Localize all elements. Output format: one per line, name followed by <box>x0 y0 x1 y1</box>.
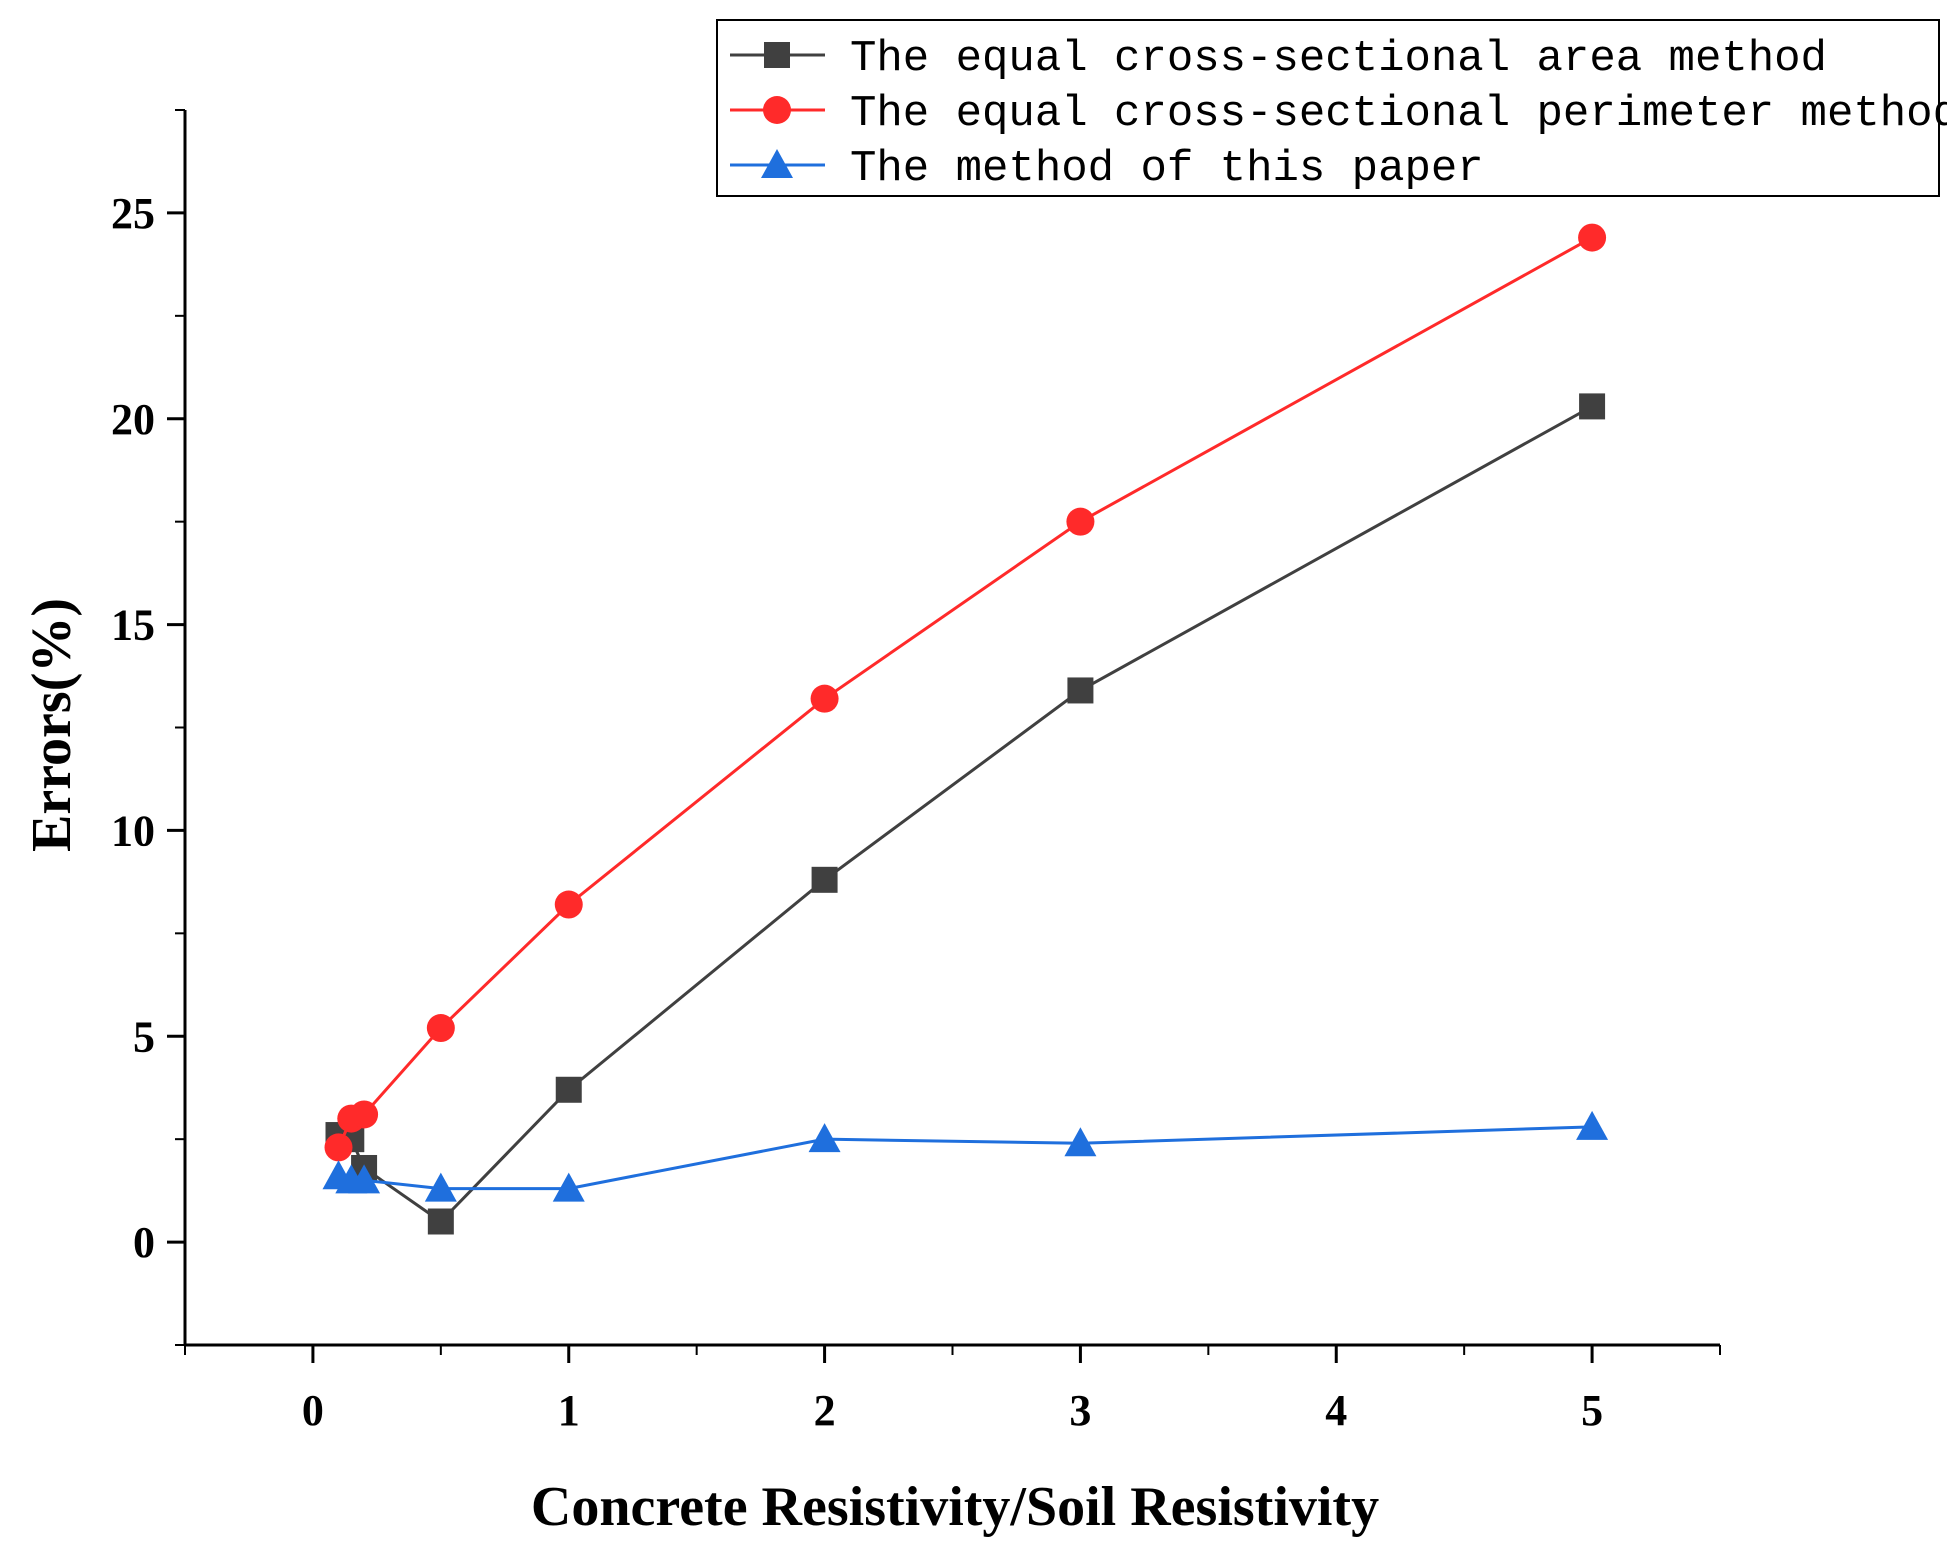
data-point <box>552 1172 585 1202</box>
data-point <box>1578 223 1607 252</box>
data-point <box>424 1172 457 1202</box>
y-tick-label: 25 <box>111 189 155 238</box>
x-axis-title: Concrete Resistivity/Soil Resistivity <box>531 1476 1379 1538</box>
data-point <box>1579 393 1606 420</box>
series-line <box>338 1125 1593 1191</box>
data-point <box>427 1208 454 1235</box>
data-point <box>1067 677 1094 704</box>
x-tick-label: 3 <box>1069 1386 1091 1435</box>
series-line <box>337 236 1593 1149</box>
y-axis-title: Errors(%) <box>21 598 83 852</box>
data-point <box>324 1133 353 1162</box>
data-point <box>555 1076 582 1103</box>
data-point <box>426 1014 455 1043</box>
data-point <box>348 1164 381 1194</box>
data-point <box>554 890 583 919</box>
y-tick-label: 20 <box>111 395 155 444</box>
legend-marker <box>763 96 791 124</box>
y-tick-label: 0 <box>133 1218 155 1267</box>
x-tick-label: 2 <box>814 1386 836 1435</box>
series-triangle <box>322 1110 1609 1202</box>
x-tick-label: 0 <box>302 1386 324 1435</box>
y-tick-label: 5 <box>133 1012 155 1061</box>
series-line <box>338 405 1593 1224</box>
legend-label: The equal cross-sectional perimeter meth… <box>850 89 1947 139</box>
data-point <box>1066 507 1095 536</box>
series-layer <box>322 223 1609 1235</box>
y-tick-label: 10 <box>111 806 155 855</box>
series-circle <box>324 223 1607 1162</box>
data-point <box>811 866 838 893</box>
legend-label: The method of this paper <box>850 144 1484 194</box>
x-tick-label: 4 <box>1325 1386 1347 1435</box>
data-point <box>1064 1127 1097 1157</box>
legend-marker <box>761 149 793 178</box>
data-point <box>810 684 839 713</box>
data-point <box>808 1123 841 1153</box>
legend: The equal cross-sectional area methodThe… <box>716 19 1947 197</box>
legend-box <box>716 19 1940 197</box>
legend-label: The equal cross-sectional area method <box>850 34 1827 84</box>
x-tick-label: 1 <box>558 1386 580 1435</box>
axes: 0 1 2 3 4 5 0 5 10 15 20 25 <box>111 109 1721 1435</box>
data-point <box>1576 1110 1609 1140</box>
y-tick-label: 15 <box>111 601 155 650</box>
series-square <box>325 393 1606 1235</box>
x-tick-label: 5 <box>1581 1386 1603 1435</box>
data-point <box>350 1100 379 1129</box>
legend-marker <box>764 42 790 68</box>
